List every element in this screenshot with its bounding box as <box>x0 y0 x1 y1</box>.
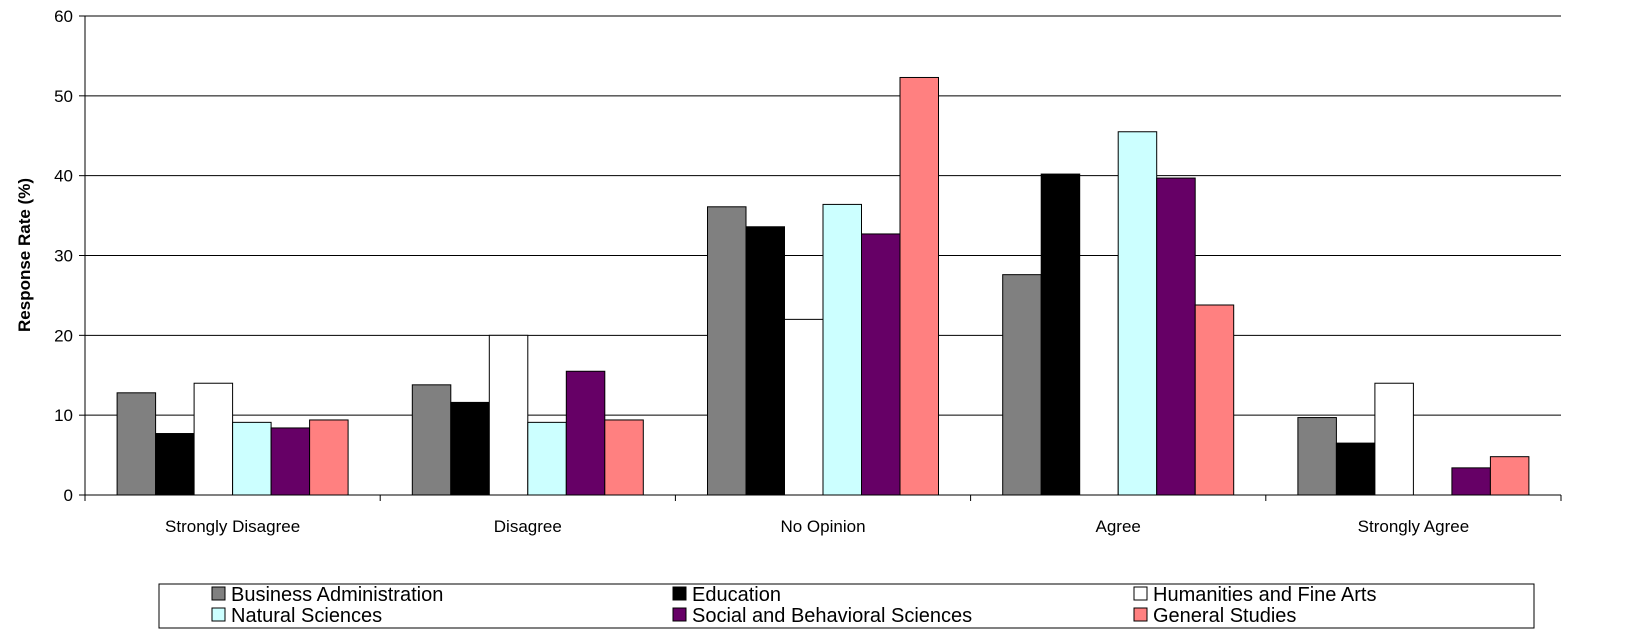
bar-humanities-and-fine-arts-3 <box>1079 255 1119 496</box>
x-tick-label: Agree <box>1096 517 1141 536</box>
bar-general-studies-3 <box>1194 304 1235 496</box>
bar-social-and-behavioral-sciences-3 <box>1156 177 1196 496</box>
bar-business-administration-1 <box>411 384 452 496</box>
x-tick-label: Strongly Agree <box>1358 517 1470 536</box>
bar-humanities-and-fine-arts-4 <box>1374 382 1414 496</box>
bar-education-1 <box>450 401 490 496</box>
legend-label: Natural Sciences <box>231 605 382 627</box>
y-tick-label: 30 <box>54 247 73 266</box>
legend-swatch <box>1133 607 1148 622</box>
bar-natural-sciences-0 <box>232 421 272 496</box>
y-axis-title: Response Rate (%) <box>15 178 34 332</box>
x-tick-label: No Opinion <box>780 517 865 536</box>
bar-social-and-behavioral-sciences-4 <box>1451 467 1491 496</box>
bar-general-studies-1 <box>604 419 644 496</box>
bar-natural-sciences-3 <box>1117 131 1158 496</box>
bar-business-administration-4 <box>1297 417 1337 496</box>
legend-label: Business Administration <box>231 584 443 606</box>
bar-general-studies-0 <box>309 419 349 496</box>
y-tick-label: 0 <box>64 486 73 505</box>
legend-label: General Studies <box>1153 605 1296 627</box>
legend-swatch <box>672 607 687 622</box>
bar-general-studies-4 <box>1489 456 1530 496</box>
bar-humanities-and-fine-arts-1 <box>488 334 529 496</box>
y-tick-label: 50 <box>54 87 73 106</box>
bar-humanities-and-fine-arts-0 <box>193 382 234 496</box>
bar-social-and-behavioral-sciences-2 <box>861 233 901 496</box>
legend-label: Education <box>692 584 781 606</box>
bar-natural-sciences-1 <box>527 421 567 496</box>
legend-label: Humanities and Fine Arts <box>1153 584 1376 606</box>
x-tick-labels: Strongly Disagree Disagree No Opinion Agree… <box>165 517 1469 536</box>
bar-natural-sciences-2 <box>822 203 862 496</box>
bar-business-administration-2 <box>707 206 747 496</box>
bar-social-and-behavioral-sciences-1 <box>565 370 606 496</box>
legend-swatch <box>1133 586 1148 601</box>
x-tick-label: Disagree <box>494 517 562 536</box>
y-tick-label: 10 <box>54 406 73 425</box>
legend-box <box>158 583 1535 629</box>
bar-humanities-and-fine-arts-2 <box>784 318 824 496</box>
y-tick-label: 60 <box>54 7 73 26</box>
legend-label: Social and Behavioral Sciences <box>692 605 972 627</box>
bar-education-0 <box>155 433 195 496</box>
bar-education-3 <box>1040 173 1081 496</box>
bar-education-2 <box>745 226 785 496</box>
y-tick-labels: 0 10 20 30 40 50 60 <box>54 7 85 505</box>
bar-business-administration-0 <box>116 392 157 496</box>
bar-business-administration-3 <box>1002 274 1042 496</box>
legend-swatch <box>211 607 226 622</box>
bar-education-4 <box>1335 442 1376 496</box>
bars <box>116 76 1530 496</box>
bar-general-studies-2 <box>899 76 939 496</box>
y-tick-label: 20 <box>54 326 73 345</box>
legend-swatch <box>211 586 226 601</box>
legend: Business Administration Education Humaniti… <box>158 583 1535 629</box>
bar-social-and-behavioral-sciences-0 <box>270 427 311 496</box>
y-tick-label: 40 <box>54 167 73 186</box>
x-tick-label: Strongly Disagree <box>165 517 300 536</box>
legend-swatch <box>672 586 687 601</box>
